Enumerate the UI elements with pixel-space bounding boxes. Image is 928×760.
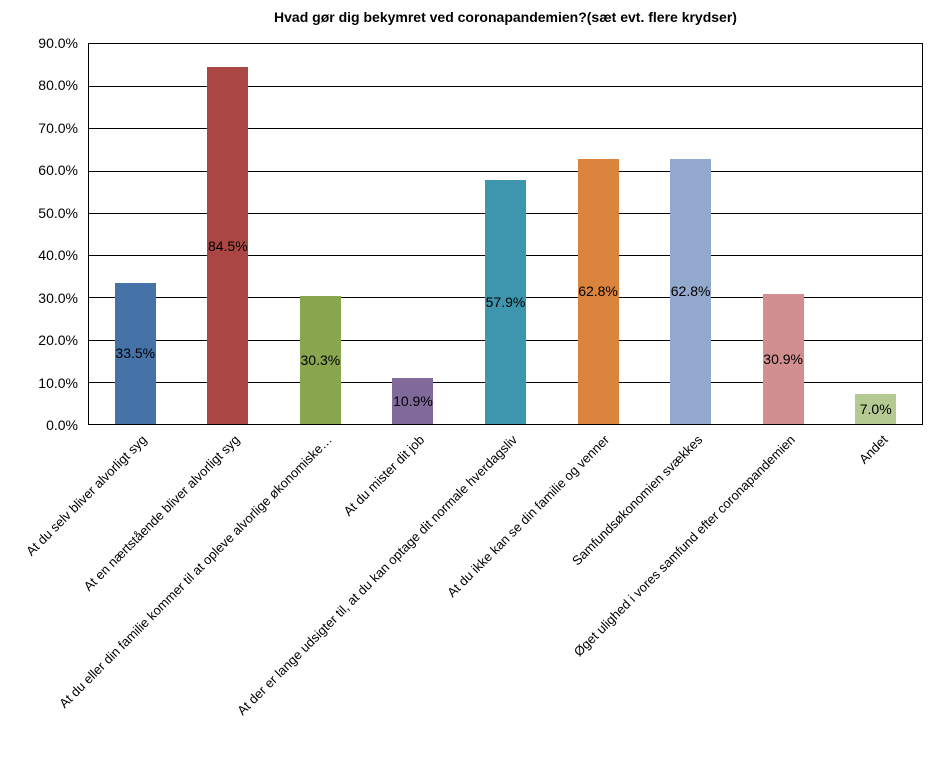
plot-area: 33.5% 84.5% 30.3% 10.9% 57.9% 62.8% 62.8% 30.9%… [88,43,923,425]
bar-value-label: 62.8% [578,283,618,300]
y-axis-tick-label: 70.0% [38,119,78,136]
y-axis-tick-label: 90.0% [38,35,78,51]
y-axis-tick-label: 30.0% [38,289,78,306]
x-axis-category-label: At du ikke kan se din familie og venner [444,432,613,600]
x-axis-category-label: Øget ulighed i vores samfund efter coron… [570,432,798,660]
gridline [89,86,922,88]
y-axis-tick-label: 0.0% [46,417,78,433]
x-axis-category-label: At du mister dit job [340,432,428,519]
y-axis-tick-label: 40.0% [38,247,78,264]
y-axis-tick-label: 10.0% [38,374,78,391]
bar [114,282,156,424]
bar-value-label: 62.8% [670,283,711,300]
gridline [89,128,922,130]
x-axis-category-label: At en nærtstående bliver alvorligt syg [80,432,243,594]
bar [762,293,804,424]
bar [855,394,897,424]
bar-value-label: 84.5% [207,237,248,254]
bar-value-label: 33.5% [115,345,156,362]
bar [577,158,619,424]
y-axis-tick-label: 60.0% [38,162,78,179]
bar [392,377,434,424]
gridline [89,170,922,172]
bar [207,67,249,424]
y-axis-tick-label: 20.0% [38,332,78,349]
chart-title: Hvad gør dig bekymret ved coronapandemie… [274,9,737,25]
y-axis-tick-label: 50.0% [38,204,78,221]
bar [670,158,712,424]
bar-value-label: 57.9% [485,293,526,310]
bar-value-label: 10.9% [393,392,433,409]
bar-value-label: 7.0% [859,401,892,418]
bar-value-label: 30.3% [300,352,341,369]
bar [485,179,526,424]
y-axis-tick-label: 80.0% [38,77,78,94]
bar-value-label: 30.9% [763,350,803,367]
x-axis-category-label: Andet [855,432,891,467]
bar [299,296,341,424]
